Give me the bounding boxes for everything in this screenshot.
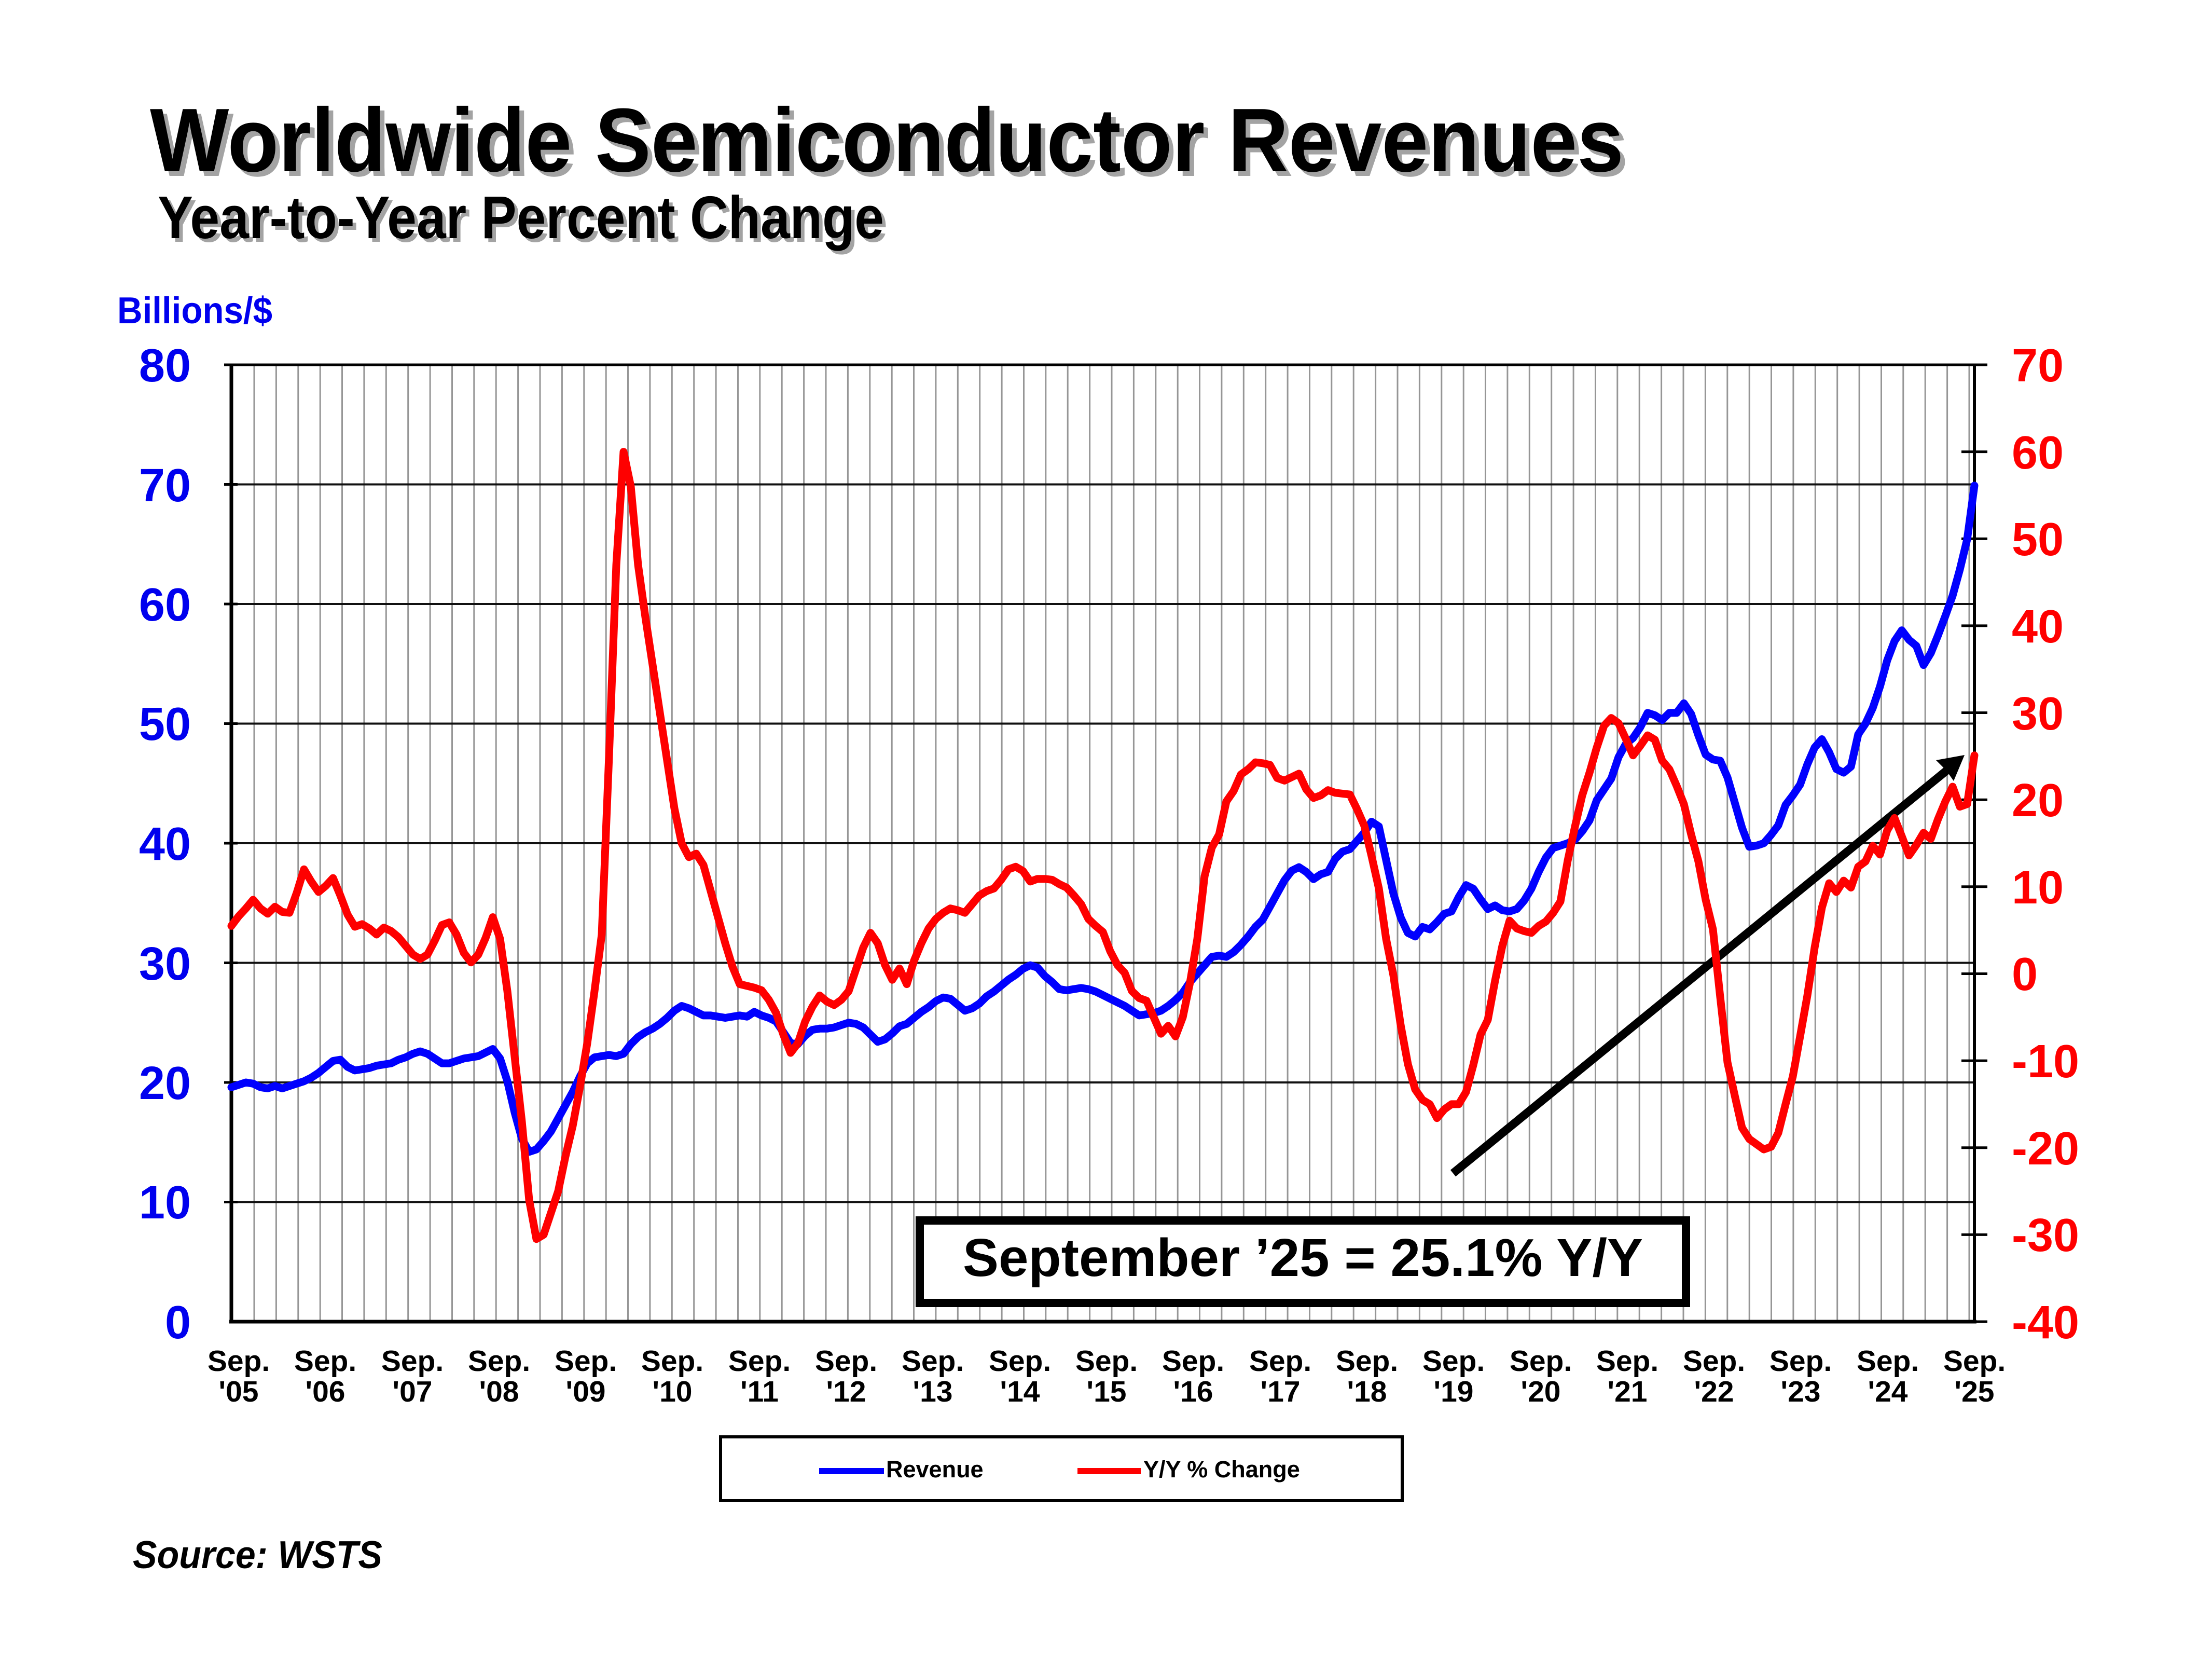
svg-text:Sep.: Sep. <box>1683 1344 1745 1378</box>
svg-text:Sep.: Sep. <box>815 1344 877 1378</box>
svg-text:20: 20 <box>139 1058 191 1109</box>
svg-text:Year-to-Year Percent Change: Year-to-Year Percent Change <box>161 187 888 255</box>
svg-text:'20: '20 <box>1521 1375 1561 1408</box>
svg-text:'15: '15 <box>1087 1375 1127 1408</box>
svg-text:-40: -40 <box>2012 1297 2079 1349</box>
svg-text:30: 30 <box>139 938 191 990</box>
svg-text:30: 30 <box>2012 688 2064 740</box>
svg-text:Sep.: Sep. <box>555 1344 617 1378</box>
svg-text:'21: '21 <box>1608 1375 1648 1408</box>
svg-text:Sep.: Sep. <box>641 1344 703 1378</box>
svg-text:Sep.: Sep. <box>1422 1344 1485 1378</box>
svg-text:Sep.: Sep. <box>989 1344 1051 1378</box>
svg-text:10: 10 <box>2012 862 2064 914</box>
svg-text:'14: '14 <box>1000 1375 1040 1408</box>
svg-text:Sep.: Sep. <box>1336 1344 1398 1378</box>
svg-text:Y/Y % Change: Y/Y % Change <box>1143 1456 1300 1483</box>
svg-text:Sep.: Sep. <box>1769 1344 1832 1378</box>
svg-text:'19: '19 <box>1434 1375 1474 1408</box>
svg-text:50: 50 <box>2012 514 2064 566</box>
svg-text:'16: '16 <box>1173 1375 1213 1408</box>
svg-text:0: 0 <box>2012 949 2038 1000</box>
svg-text:60: 60 <box>139 579 191 631</box>
svg-text:Sep.: Sep. <box>1510 1344 1572 1378</box>
svg-text:'24: '24 <box>1868 1375 1908 1408</box>
svg-text:Sep.: Sep. <box>1162 1344 1224 1378</box>
svg-text:'13: '13 <box>913 1375 953 1408</box>
svg-text:10: 10 <box>139 1177 191 1229</box>
svg-text:'06: '06 <box>306 1375 345 1408</box>
svg-text:-30: -30 <box>2012 1210 2079 1261</box>
svg-text:Sep.: Sep. <box>1249 1344 1311 1378</box>
svg-text:Revenue: Revenue <box>886 1456 984 1483</box>
svg-text:'12: '12 <box>826 1375 866 1408</box>
svg-text:September ’25 = 25.1% Y/Y: September ’25 = 25.1% Y/Y <box>963 1228 1643 1287</box>
svg-text:-10: -10 <box>2012 1036 2079 1088</box>
svg-text:'05: '05 <box>219 1375 259 1408</box>
svg-text:'23: '23 <box>1781 1375 1821 1408</box>
svg-text:70: 70 <box>2012 340 2064 392</box>
svg-text:Worldwide Semiconductor Revenu: Worldwide Semiconductor Revenues <box>155 94 1628 195</box>
svg-text:Sep.: Sep. <box>1596 1344 1658 1378</box>
svg-text:20: 20 <box>2012 775 2064 827</box>
svg-text:80: 80 <box>139 340 191 392</box>
svg-text:40: 40 <box>2012 601 2064 653</box>
svg-text:Source: WSTS: Source: WSTS <box>133 1533 382 1576</box>
svg-text:60: 60 <box>2012 427 2064 479</box>
svg-text:-20: -20 <box>2012 1123 2079 1175</box>
svg-text:'07: '07 <box>393 1375 433 1408</box>
svg-text:Sep.: Sep. <box>902 1344 964 1378</box>
svg-text:'11: '11 <box>740 1375 779 1408</box>
svg-text:Sep.: Sep. <box>208 1344 270 1378</box>
svg-text:'22: '22 <box>1694 1375 1734 1408</box>
svg-text:Sep.: Sep. <box>294 1344 356 1378</box>
svg-text:Sep.: Sep. <box>1857 1344 1919 1378</box>
svg-text:'10: '10 <box>653 1375 693 1408</box>
svg-text:'09: '09 <box>566 1375 606 1408</box>
svg-text:'25: '25 <box>1955 1375 1995 1408</box>
svg-text:40: 40 <box>139 818 191 870</box>
svg-text:Sep.: Sep. <box>381 1344 444 1378</box>
svg-text:Sep.: Sep. <box>468 1344 530 1378</box>
svg-text:'17: '17 <box>1261 1375 1301 1408</box>
svg-text:Year-to-Year Percent Change: Year-to-Year Percent Change <box>158 184 884 251</box>
svg-text:Billions/$: Billions/$ <box>117 290 272 332</box>
svg-text:Sep.: Sep. <box>1075 1344 1138 1378</box>
svg-text:'08: '08 <box>479 1375 519 1408</box>
svg-text:Sep.: Sep. <box>1943 1344 2006 1378</box>
svg-text:0: 0 <box>165 1297 191 1349</box>
svg-text:70: 70 <box>139 460 191 512</box>
svg-text:50: 50 <box>139 698 191 750</box>
svg-text:'18: '18 <box>1347 1375 1387 1408</box>
svg-text:Worldwide Semiconductor Revenu: Worldwide Semiconductor Revenues <box>150 89 1624 190</box>
svg-text:Sep.: Sep. <box>728 1344 791 1378</box>
